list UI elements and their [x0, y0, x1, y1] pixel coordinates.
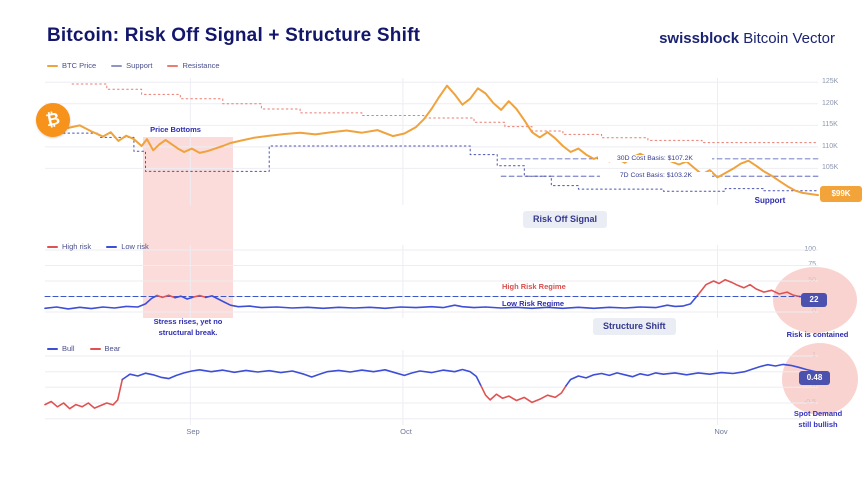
- risk-chart-legend: High risk Low risk: [47, 242, 149, 251]
- stress-annotation-line2: structural break.: [158, 327, 218, 337]
- legend-label: Resistance: [182, 61, 220, 70]
- price-chart-panel: [44, 78, 819, 205]
- price-axis-tick: 125K: [822, 78, 839, 85]
- price-axis-tick: 115K: [822, 121, 838, 128]
- risk-value-badge: 22: [801, 293, 827, 307]
- structure-shift-chip: Structure Shift: [593, 318, 676, 335]
- spot-demand-line2: still bullish: [798, 419, 838, 429]
- low-risk-dash-icon: [106, 245, 118, 248]
- legend-label: High risk: [62, 242, 92, 251]
- cost-basis-30d-label: 30D Cost Basis: $107.2K: [598, 155, 712, 162]
- legend-item-btc-price: BTC Price: [47, 61, 96, 70]
- demand-chart-legend: Bull Bear: [47, 344, 120, 353]
- price-badge: $99K: [820, 186, 862, 202]
- x-axis-label-nov: Nov: [714, 427, 728, 436]
- support-dash-icon: [111, 64, 123, 67]
- support-annotation: Support: [754, 196, 786, 205]
- risk-chart-panel: [44, 245, 819, 318]
- spot-demand-line1: Spot Demand: [793, 409, 843, 418]
- price-axis-tick: 110K: [822, 143, 838, 150]
- legend-label: Support: [126, 61, 153, 70]
- stress-annotation: Stress rises, yet no structural break.: [140, 317, 236, 338]
- legend-item-low-risk: Low risk: [106, 242, 149, 251]
- brand-logo-rest: Bitcoin Vector: [739, 30, 835, 47]
- stress-period-highlight: [143, 137, 233, 318]
- high-risk-regime-label: High Risk Regime: [502, 282, 566, 291]
- bull-dash-icon: [47, 347, 58, 350]
- demand-chart-panel: [44, 350, 819, 425]
- x-axis-label-oct: Oct: [400, 427, 412, 436]
- low-risk-regime-label: Low Risk Regime: [502, 299, 565, 308]
- price-axis-tick: 105K: [822, 164, 839, 171]
- brand-logo-bold: swissblock: [659, 30, 740, 47]
- price-chart-legend: BTC Price Support Resistance: [47, 61, 220, 70]
- legend-label: Bull: [62, 344, 75, 353]
- price-bottoms-annotation: Price Bottoms: [150, 125, 201, 134]
- bear-dash-icon: [89, 347, 101, 350]
- risk-off-signal-chip: Risk Off Signal: [523, 211, 608, 228]
- price-axis-tick: 120K: [822, 100, 839, 107]
- legend-item-high-risk: High risk: [47, 242, 91, 251]
- risk-axis-tick: 75: [808, 261, 816, 268]
- spot-demand-annotation: Spot Demand still bullish: [777, 409, 859, 430]
- legend-label: BTC Price: [62, 61, 97, 70]
- legend-item-bear: Bear: [89, 344, 121, 353]
- brand-logo: swissblock Bitcoin Vector: [659, 30, 835, 47]
- risk-contained-annotation: Risk is contained: [786, 330, 849, 339]
- x-axis-label-sep: Sep: [186, 427, 200, 436]
- btc-price-dash-icon: [47, 64, 58, 67]
- legend-label: Low risk: [121, 242, 149, 251]
- legend-item-bull: Bull: [47, 344, 75, 353]
- legend-item-resistance: Resistance: [167, 61, 220, 70]
- legend-item-support: Support: [111, 61, 152, 70]
- resistance-dash-icon: [167, 64, 179, 67]
- legend-label: Bear: [104, 344, 121, 353]
- page-title: Bitcoin: Risk Off Signal + Structure Shi…: [47, 25, 421, 46]
- high-risk-dash-icon: [47, 245, 58, 248]
- cost-basis-7d-label: 7D Cost Basis: $103.2K: [600, 172, 712, 179]
- stress-annotation-line1: Stress rises, yet no: [153, 317, 223, 326]
- demand-value-badge: 0.48: [799, 371, 830, 385]
